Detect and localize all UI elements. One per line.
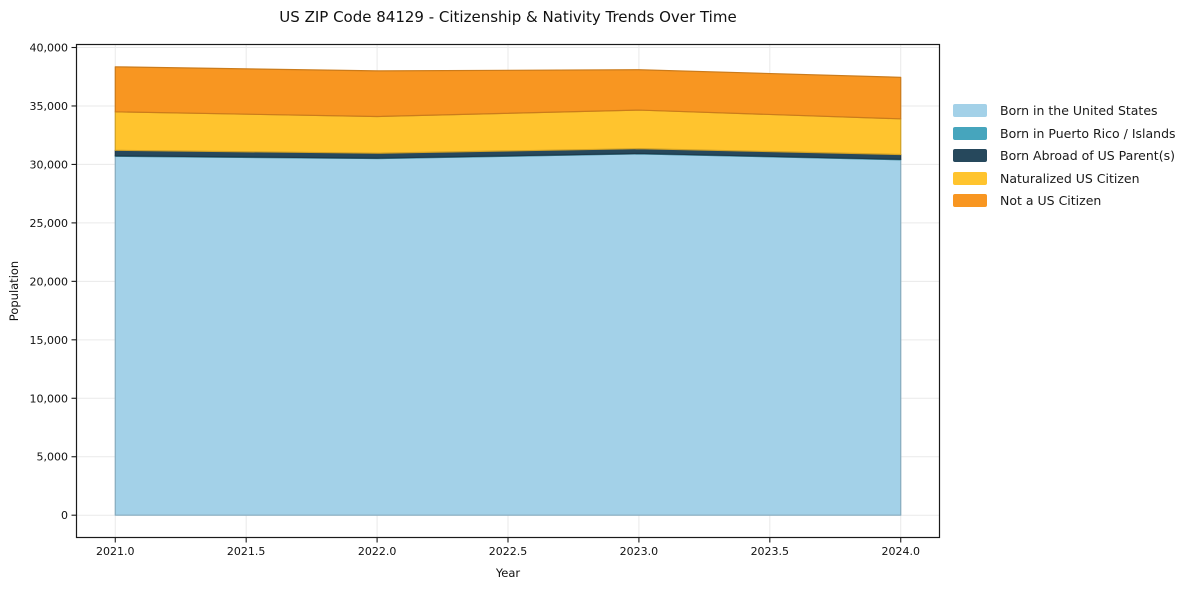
y-tick-label: 15,000 [30,334,69,347]
legend-item: Naturalized US Citizen [953,170,1176,186]
x-tick-label: 2023.0 [620,545,659,558]
x-tick-label: 2022.0 [358,545,397,558]
legend-swatch [953,126,987,140]
area-series-3 [114,109,902,156]
x-tick-label: 2023.5 [751,545,790,558]
x-tick-label: 2024.0 [881,545,920,558]
legend-item: Born in the United States [953,104,1176,117]
legend-label: Born in the United States [1000,103,1158,118]
area-series-4 [114,66,902,120]
chart-title: US ZIP Code 84129 - Citizenship & Nativi… [279,8,737,26]
y-tick-label: 5,000 [37,451,69,464]
x-tick-label: 2021.5 [227,545,266,558]
y-axis-label: Population [7,260,21,322]
area-series-0 [114,153,902,516]
y-tick-label: 40,000 [30,42,69,55]
legend-item: Not a US Citizen [953,194,1176,207]
legend-swatch [953,171,987,185]
x-tick-label: 2021.0 [96,545,135,558]
y-tick-label: 30,000 [30,158,69,171]
legend-label: Naturalized US Citizen [1000,170,1140,186]
x-tick-label: 2022.5 [489,545,528,558]
legend-item: Born in Puerto Rico / Islands [953,125,1176,141]
y-tick-label: 0 [61,509,68,522]
y-tick-label: 35,000 [30,100,69,113]
x-axis-label: Year [495,566,521,580]
legend-swatch [953,194,987,207]
legend-label: Born in Puerto Rico / Islands [1000,125,1176,141]
legend-item: Born Abroad of US Parent(s) [953,149,1176,162]
legend-swatch [953,149,987,162]
legend-label: Born Abroad of US Parent(s) [1000,148,1175,163]
plot-frame [75,43,941,539]
y-tick-label: 25,000 [30,217,69,230]
legend: Born in the United States Born in Puerto … [953,104,1176,217]
legend-label: Not a US Citizen [1000,193,1102,208]
legend-swatch [953,104,987,117]
y-tick-label: 20,000 [30,275,69,288]
y-tick-label: 10,000 [30,392,69,405]
